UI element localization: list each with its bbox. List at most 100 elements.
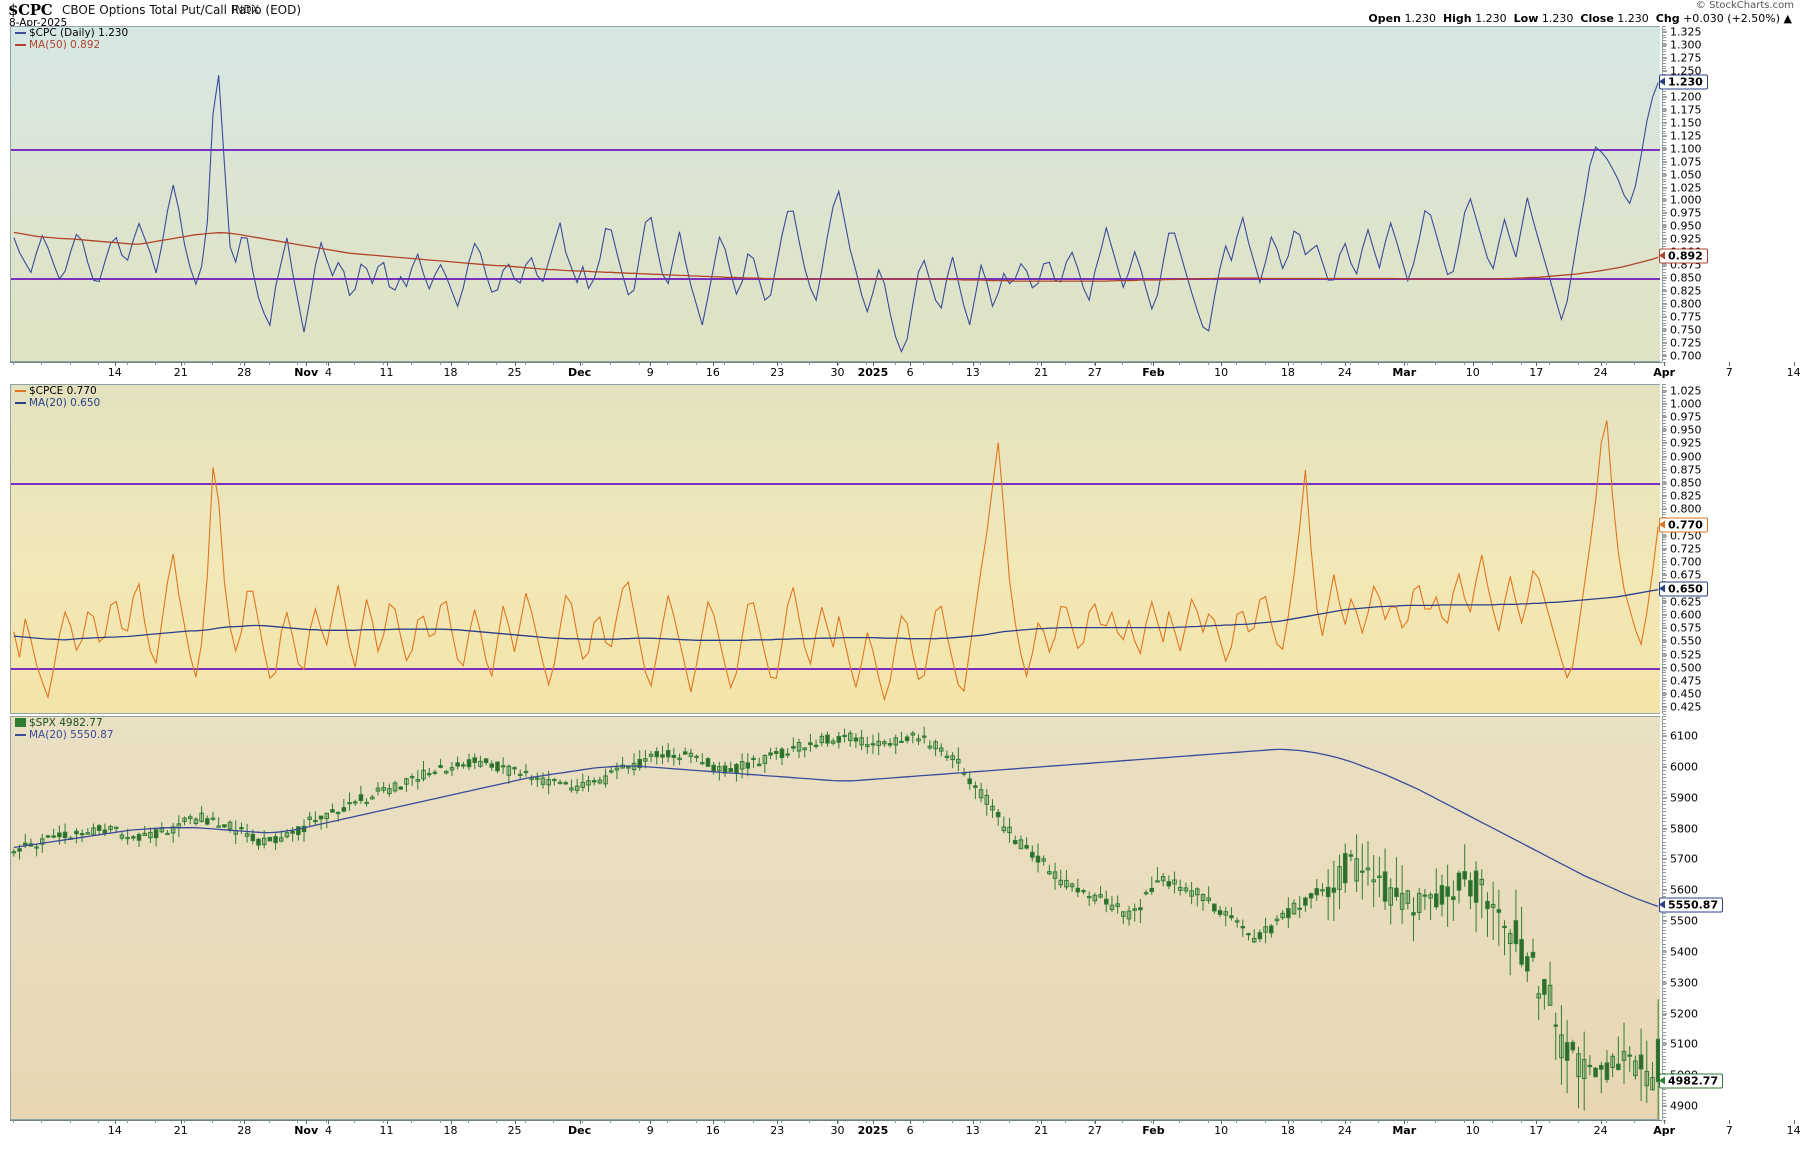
candlestick [586,775,591,792]
y-axis-minor-tick [1663,708,1666,710]
y-axis-minor-tick [1663,940,1666,942]
x-axis-minor-tick [951,1120,953,1123]
candlestick [1399,865,1405,924]
x-axis-minor-tick [1150,1120,1152,1123]
candlestick [1456,870,1462,904]
y-axis-minor-tick [1663,397,1666,399]
candlestick [597,776,603,785]
price-flag: 5550.87 [1659,897,1724,913]
candlestick [813,739,819,749]
y-axis-minor-tick [1663,102,1666,104]
y-axis-minor-tick [1663,170,1666,171]
y-axis-minor-tick [1663,963,1666,965]
y-axis-minor-tick [1663,912,1666,914]
candlestick [432,769,438,775]
candlestick [1439,874,1445,917]
candlestick [62,823,68,844]
y-axis-tick-label: 5100 [1670,1037,1698,1051]
y-axis-tick: 0.750 [1662,323,1702,336]
x-axis-tick [837,362,839,366]
y-axis-minor-tick [1663,960,1666,962]
y-axis-minor-tick [1663,175,1666,177]
cpc-panel-plot-area[interactable]: $CPC (Daily) 1.230 MA(50) 0.892 [10,26,1660,362]
y-axis-tick: 5400 [1662,945,1698,958]
x-axis-minor-tick [809,362,811,365]
candlestick [461,761,466,769]
y-axis-minor-tick [1663,547,1666,549]
y-axis-minor-tick [1663,929,1666,931]
tick-mark-icon [1662,735,1667,737]
y-axis-minor-tick [1663,536,1666,538]
y-axis-minor-tick [1663,672,1666,674]
tick-mark-icon [1662,442,1667,444]
y-axis-tick: 0.725 [1662,543,1702,556]
symbol-ticker[interactable]: $CPC [8,1,53,19]
y-axis-minor-tick [1663,110,1666,112]
y-axis-minor-tick [1663,436,1666,438]
spx-panel-y-axis: 6100 6000 5900 5800 5700 5600 5500 5400 5300 5200… [1659,716,1800,1121]
x-axis-tick-label: Dec [568,1124,592,1137]
x-axis-tick [1729,1120,1731,1124]
y-axis-tick-label: 6100 [1670,729,1698,743]
y-axis-minor-tick [1663,636,1666,638]
candlestick [500,757,506,775]
open-value: 1.230 [1404,12,1436,25]
y-axis-tick-label: 5900 [1670,791,1698,805]
y-axis-minor-tick [1663,630,1666,632]
cpce-panel-plot-area[interactable]: $CPCE 0.770 MA(20) 0.650 [10,384,1660,714]
y-axis-minor-tick [1663,733,1666,734]
legend-entry[interactable]: $CPCE 0.770 [15,385,100,398]
candlestick [1433,868,1439,910]
y-axis-minor-tick [1663,158,1666,160]
legend-entry[interactable]: MA(20) 0.650 [15,397,100,410]
x-axis-minor-tick [553,1120,555,1123]
tick-mark-icon [1662,109,1667,111]
x-axis-minor-tick [211,1120,213,1123]
y-axis-minor-tick [1663,603,1666,605]
y-axis-minor-tick [1663,119,1666,121]
y-axis-minor-tick [1663,1096,1666,1098]
y-axis-tick-label: 1.275 [1670,51,1702,65]
y-axis-minor-tick [1663,347,1666,349]
x-axis-tick [1153,362,1155,366]
candlestick [745,753,751,777]
x-axis-tick [180,362,182,366]
y-axis-tick: 1.000 [1662,194,1702,207]
candlestick [1342,843,1348,893]
y-axis-minor-tick [1663,93,1666,95]
legend-entry[interactable]: MA(50) 0.892 [15,38,128,52]
y-axis-minor-tick [1663,700,1666,702]
candlestick [1291,899,1297,915]
y-axis-minor-tick [1663,282,1666,284]
candlestick [950,752,955,769]
tick-mark-icon [1662,57,1667,59]
y-axis-minor-tick [1663,608,1666,610]
x-axis-minor-tick [325,1120,327,1123]
y-axis-minor-tick [1663,641,1666,643]
y-axis-minor-tick [1663,511,1666,513]
y-axis-minor-tick [1663,572,1666,574]
tick-mark-icon [1662,329,1667,331]
x-axis-minor-tick [1150,362,1152,365]
y-axis-minor-tick [1663,743,1666,745]
y-axis-minor-tick [1663,702,1666,704]
y-axis-minor-tick [1663,783,1666,785]
legend-entry[interactable]: $CPC (Daily) 1.230 [15,27,128,40]
candlestick [1001,816,1007,834]
candlestick [79,829,85,843]
y-axis-tick-label: 0.875 [1670,463,1702,477]
legend-entry[interactable]: MA(20) 5550.87 [15,729,114,742]
x-axis-tick-label: 10 [1214,1124,1229,1137]
x-axis-minor-tick [1577,362,1579,365]
y-axis-minor-tick [1663,470,1666,471]
y-axis-minor-tick [1663,124,1666,126]
x-axis-tick-label: 30 [830,366,845,379]
x-axis-minor-tick [1549,1120,1551,1123]
legend-label: MA(50) 0.892 [29,38,101,51]
legend-entry[interactable]: $SPX 4982.77 [15,717,114,730]
x-axis-tick [1664,362,1666,366]
candlestick [375,782,381,796]
y-axis-tick-label: 1.200 [1670,90,1702,104]
x-axis-tick-label: 4 [324,366,332,379]
spx-panel-plot-area[interactable]: $SPX 4982.77 MA(20) 5550.87 [10,716,1660,1120]
